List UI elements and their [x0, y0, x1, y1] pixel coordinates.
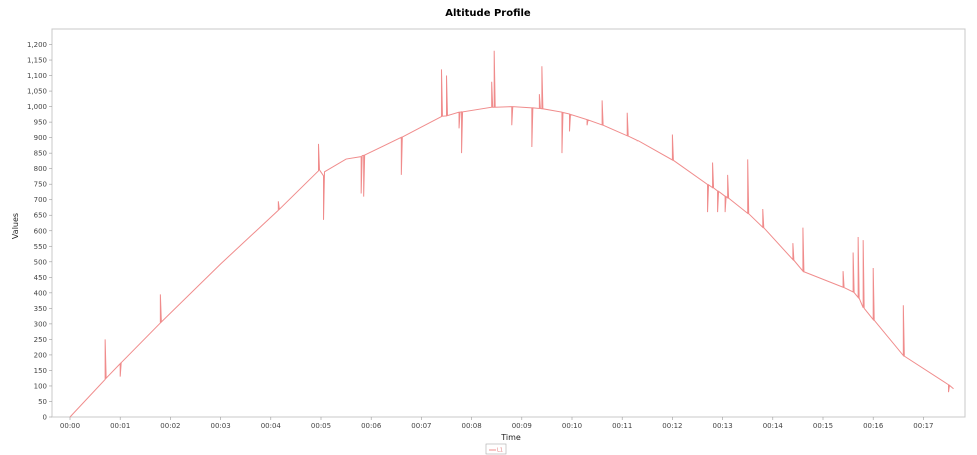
y-tick-label: 0	[43, 414, 47, 422]
legend-label-l1: L1	[497, 448, 503, 454]
y-tick-label: 100	[34, 382, 47, 390]
x-tick-label: 00:11	[612, 422, 632, 430]
y-tick-label: 350	[34, 305, 47, 313]
x-tick-label: 00:12	[662, 422, 682, 430]
y-tick-label: 500	[34, 258, 47, 266]
y-tick-label: 600	[34, 227, 47, 235]
series-line-l1	[69, 50, 954, 418]
y-tick-label: 950	[34, 119, 47, 127]
y-tick-label: 150	[34, 367, 47, 375]
x-tick-label: 00:05	[311, 422, 331, 430]
x-tick-label: 00:08	[462, 422, 482, 430]
y-tick-label: 1,150	[27, 57, 47, 65]
y-axis: 0 50 100 150 200 250 300 350 400 450 500 550 600 650 7…	[27, 41, 52, 422]
x-tick-label: 00:06	[361, 422, 382, 430]
x-tick-label: 00:16	[863, 422, 884, 430]
x-axis-title: Time	[500, 433, 521, 442]
y-tick-label: 800	[34, 165, 47, 173]
x-tick-label: 00:10	[562, 422, 582, 430]
x-tick-label: 00:14	[763, 422, 784, 430]
y-tick-label: 300	[34, 320, 47, 328]
x-tick-label: 00:02	[160, 422, 180, 430]
y-tick-label: 1,100	[27, 72, 47, 80]
y-tick-label: 900	[34, 134, 47, 142]
y-tick-label: 450	[34, 274, 47, 282]
legend-box	[485, 443, 507, 455]
y-tick-label: 850	[34, 150, 47, 158]
legend: L1	[485, 443, 507, 455]
y-tick-label: 50	[38, 398, 47, 406]
x-tick-label: 00:03	[211, 422, 231, 430]
x-tick-label: 00:01	[110, 422, 130, 430]
x-tick-label: 00:07	[411, 422, 431, 430]
x-axis: 00:00 00:01 00:02 00:03 00:04 00:05 00:06 00:07…	[60, 417, 933, 430]
x-tick-label: 00:17	[913, 422, 933, 430]
y-tick-label: 1,050	[27, 88, 47, 96]
y-tick-label: 1,200	[27, 41, 47, 49]
y-tick-label: 750	[34, 181, 47, 189]
y-tick-label: 400	[34, 289, 47, 297]
x-tick-label: 00:15	[813, 422, 833, 430]
y-tick-label: 200	[34, 351, 47, 359]
x-tick-label: 00:13	[713, 422, 733, 430]
x-tick-label: 00:00	[60, 422, 80, 430]
y-tick-label: 1,000	[27, 103, 47, 111]
y-tick-label: 700	[34, 196, 47, 204]
y-tick-label: 250	[34, 336, 47, 344]
x-tick-label: 00:09	[512, 422, 532, 430]
y-tick-label: 550	[34, 243, 47, 251]
plot-area	[51, 28, 966, 418]
y-axis-title: Values	[11, 213, 20, 239]
chart-title: Altitude Profile	[445, 8, 531, 19]
x-tick-label: 00:04	[261, 422, 282, 430]
y-tick-label: 650	[34, 212, 47, 220]
